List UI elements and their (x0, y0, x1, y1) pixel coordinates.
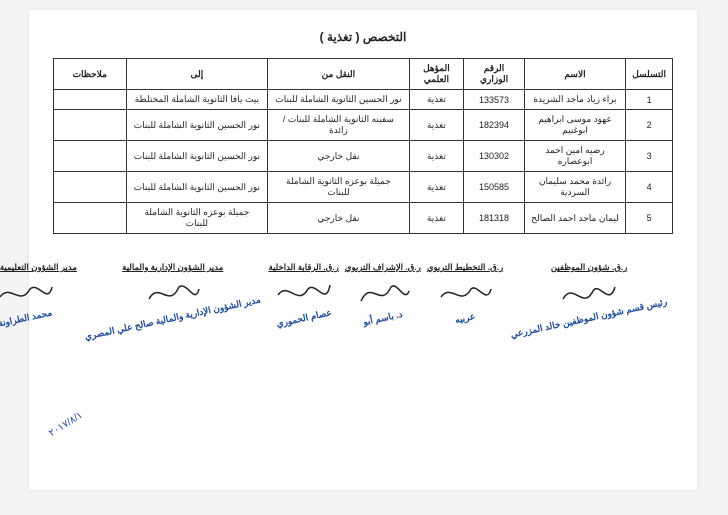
col-num: الرقم الوزاري (465, 59, 526, 90)
cell-name: عهود موسى ابراهيم ابوغنيم (525, 110, 626, 141)
table-row: 5 ليمان ماجد احمد الصالح 181318 تغذية نق… (55, 203, 674, 234)
cell-note (55, 141, 128, 172)
cell-name: ليمان ماجد احمد الصالح (525, 203, 626, 234)
cell-qual: تغذية (410, 141, 465, 172)
cell-to: جميلة بوعزه الثانوية الشاملة للبنات (127, 203, 269, 234)
col-from: النقل من (269, 59, 410, 90)
table-row: 1 براء زياد ماجد الشريدة 133573 تغذية نو… (55, 90, 674, 110)
cell-to: نور الحسين الثانوية الشاملة للبنات (127, 172, 269, 203)
cell-qual: تغذية (410, 110, 465, 141)
sig-col: ر.ق. شؤون الموظفين رئيس قسم شؤون الموظفي… (510, 262, 670, 335)
cell-from: جميلة بوعزه الثانوية الشاملة للبنات (269, 172, 410, 203)
cell-seq: 4 (627, 172, 674, 203)
col-notes: ملاحظات (55, 59, 128, 90)
cell-num: 150585 (465, 172, 526, 203)
table-row: 3 رضيه امين احمد ابوعصاره 130302 تغذية ن… (55, 141, 674, 172)
table-row: 2 عهود موسى ابراهيم ابوغنيم 182394 تغذية… (55, 110, 674, 141)
table-header-row: التسلسل الاسم الرقم الوزاري المؤهل العلم… (55, 59, 674, 90)
sig-label: ر.ق. الإشراف التربوي (346, 262, 422, 273)
col-to: إلى (127, 59, 269, 90)
cell-num: 130302 (465, 141, 526, 172)
sig-col: ر.ق. التخطيط التربوي عربيه (428, 262, 504, 335)
col-seq: التسلسل (627, 59, 674, 90)
cell-qual: تغذية (410, 90, 465, 110)
sig-label: ر.ق. شؤون الموظفين (510, 262, 670, 273)
cell-from: سفينه الثانوية الشاملة للبنات / زائدة (269, 110, 410, 141)
cell-from: نقل خارجي (269, 141, 410, 172)
cell-to: بيت يافا الثانوية الشاملة المختلطة (127, 90, 269, 110)
cell-seq: 1 (627, 90, 674, 110)
col-name: الاسم (525, 59, 626, 90)
cell-qual: تغذية (410, 172, 465, 203)
sig-col: ر.ق. الإشراف التربوي د. باسم أبو (346, 262, 422, 335)
signature-icon (346, 277, 422, 311)
sig-label: ر.ق. الرقابة الداخلية (270, 262, 340, 273)
signatures-row: ر.ق. شؤون الموظفين رئيس قسم شؤون الموظفي… (54, 262, 674, 335)
sig-col: مدير الشؤون الإدارية والمالية مدير الشؤو… (84, 262, 264, 335)
col-qual: المؤهل العلمي (410, 59, 465, 90)
cell-to: نور الحسين الثانوية الشاملة للبنات (127, 141, 269, 172)
sig-label: مدير الشؤون التعليمية والفنية (0, 262, 78, 273)
page-title: التخصص ( تغذية ) (54, 30, 674, 44)
cell-note (55, 110, 128, 141)
cell-seq: 2 (627, 110, 674, 141)
transfers-table: التسلسل الاسم الرقم الوزاري المؤهل العلم… (54, 58, 674, 234)
cell-note (55, 90, 128, 110)
cell-num: 133573 (465, 90, 526, 110)
cell-num: 181318 (465, 203, 526, 234)
sig-col: مدير الشؤون التعليمية والفنية محمد الطرا… (0, 262, 78, 335)
signature-icon (428, 277, 504, 311)
cell-num: 182394 (465, 110, 526, 141)
cell-name: رائدة محمد سليمان السردية (525, 172, 626, 203)
cell-qual: تغذية (410, 203, 465, 234)
cell-note (55, 172, 128, 203)
cell-from: نور الحسين الثانوية الشاملة للبنات (269, 90, 410, 110)
cell-name: رضيه امين احمد ابوعصاره (525, 141, 626, 172)
document-page: التخصص ( تغذية ) التسلسل الاسم الرقم الو… (30, 10, 698, 490)
cell-from: نقل خارجي (269, 203, 410, 234)
sig-label: مدير الشؤون الإدارية والمالية (84, 262, 264, 273)
table-body: 1 براء زياد ماجد الشريدة 133573 تغذية نو… (55, 90, 674, 234)
cell-note (55, 203, 128, 234)
sig-col: ر.ق. الرقابة الداخلية عصام الحموري (270, 262, 340, 335)
sig-label: ر.ق. التخطيط التربوي (428, 262, 504, 273)
cell-seq: 5 (627, 203, 674, 234)
cell-name: براء زياد ماجد الشريدة (525, 90, 626, 110)
table-row: 4 رائدة محمد سليمان السردية 150585 تغذية… (55, 172, 674, 203)
signature-icon (270, 277, 340, 311)
cell-seq: 3 (627, 141, 674, 172)
cell-to: نور الحسين الثانوية الشاملة للبنات (127, 110, 269, 141)
